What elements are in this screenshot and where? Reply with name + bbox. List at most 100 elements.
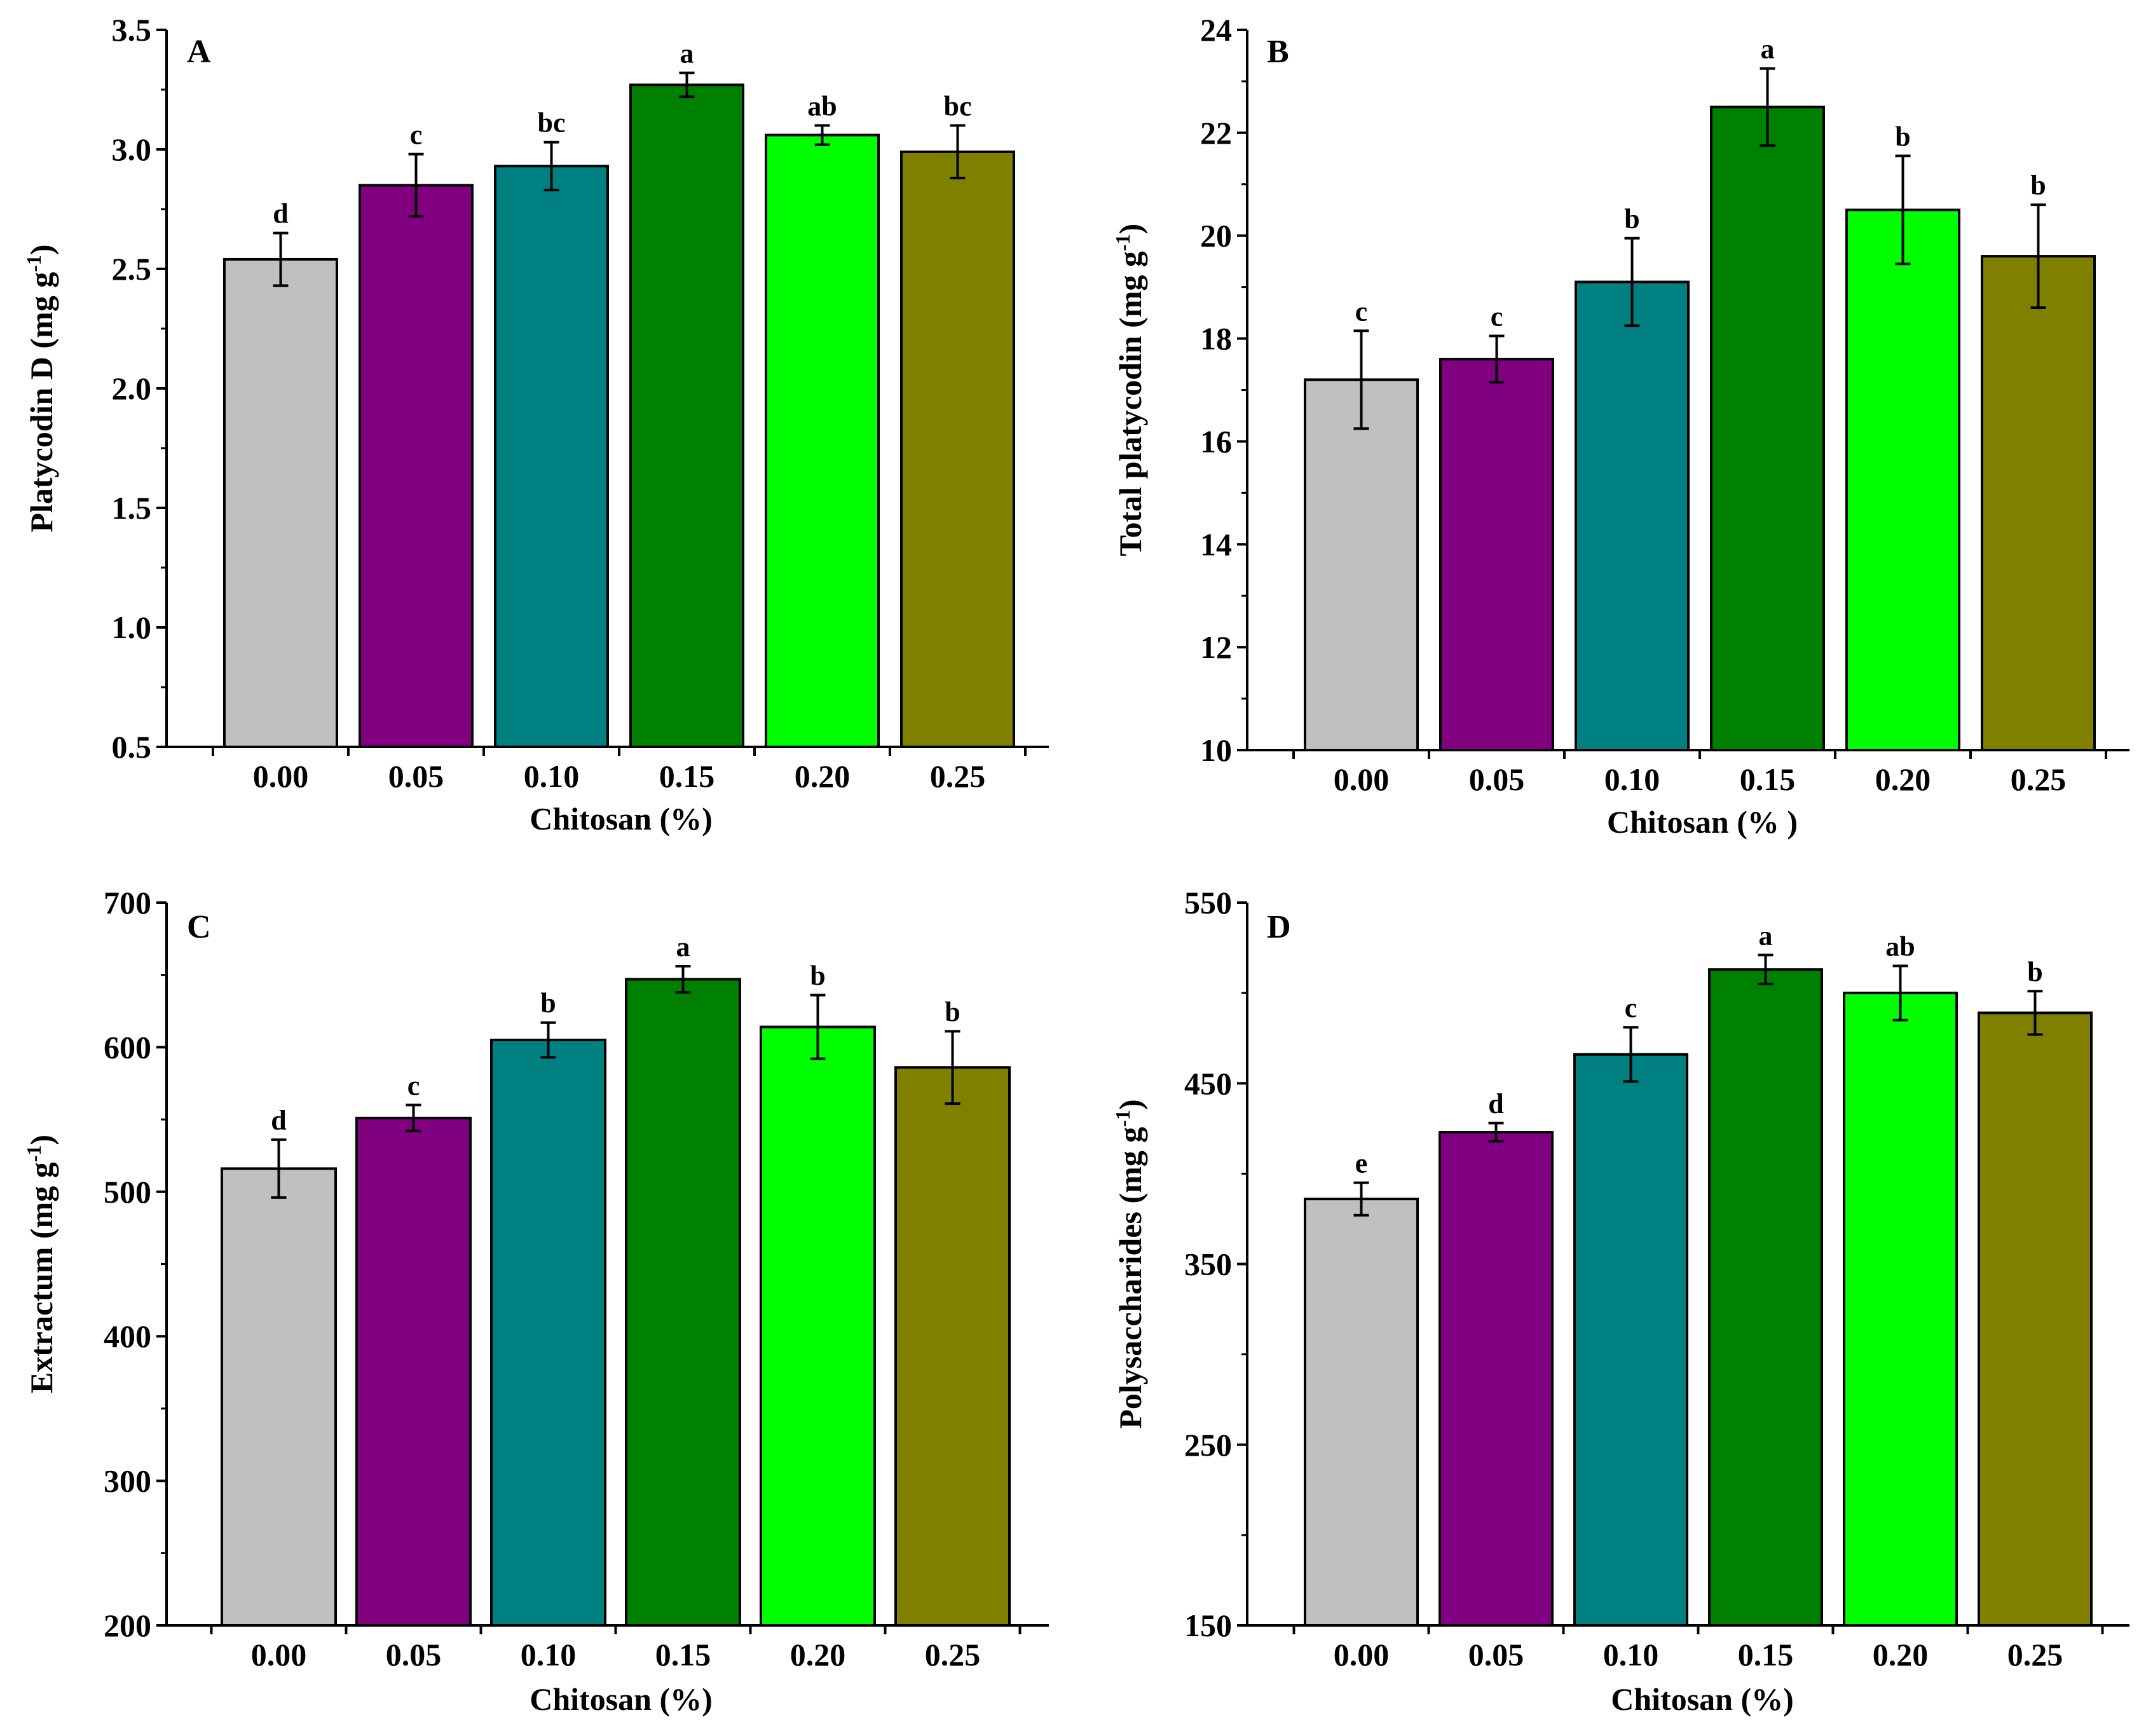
y-tick-label: 600 [104,1029,151,1065]
y-tick-label: 1.0 [112,610,152,645]
x-tick-label: 0.15 [1738,1637,1794,1672]
y-tick-label: 2.0 [112,371,152,406]
x-tick-label: 0.00 [251,1637,307,1672]
x-tick-label: 0.05 [1469,762,1525,797]
x-tick-label: 0.20 [1873,1637,1929,1672]
bar [1304,378,1419,751]
x-tick-label: 0.05 [386,1637,442,1672]
significance-letter: b [2027,956,2042,987]
significance-letter: a [676,931,690,962]
y-tick-label: 500 [104,1174,151,1210]
bar [625,978,741,1627]
significance-letter: b [810,960,825,992]
x-axis-title: Chitosan (%) [530,801,713,837]
y-tick-label: 450 [1184,1065,1232,1101]
bar [900,150,1015,748]
significance-letter: c [1625,992,1637,1023]
y-tick-label: 22 [1200,115,1232,151]
y-tick-label: 2.5 [112,251,152,287]
y-axis-title: Extractum (mg g-1) [22,1135,59,1393]
significance-letter: e [1355,1148,1368,1179]
panel-label: B [1267,34,1289,70]
bar [223,257,338,748]
x-tick-label: 0.20 [1875,762,1931,797]
significance-letter: c [1355,296,1368,327]
x-tick-label: 0.05 [1468,1637,1524,1672]
x-tick-label: 0.25 [2007,1637,2063,1672]
bar [490,1039,606,1627]
significance-letter: b [945,996,960,1027]
x-tick-label: 0.15 [655,1637,711,1672]
bar [1573,1053,1688,1627]
bar [765,133,880,748]
bar [1304,1198,1419,1627]
y-tick-label: 24 [1200,12,1232,48]
y-axis-title: Polysaccharides (mg g-1) [1111,1099,1148,1428]
bar [894,1066,1011,1627]
y-axis-title: Total platycodin (mg g-1) [1111,224,1148,556]
x-tick-label: 0.00 [1334,1637,1390,1672]
significance-letter: c [1491,301,1503,332]
bar [1575,280,1690,751]
panel-label: A [187,34,211,70]
y-tick-label: 16 [1200,423,1232,459]
y-tick-label: 1.5 [112,490,152,526]
chart-panel-c: 200 300 400 500 600 700 d 0.00 c 0.05 b 0.10 a 0.15 b 0… [22,885,1049,1717]
x-tick-label: 0.05 [388,758,444,794]
significance-letter: bc [944,90,972,121]
y-tick-label: 150 [1184,1608,1232,1643]
x-tick-label: 0.20 [790,1637,846,1672]
panel-label: D [1267,909,1291,945]
significance-letter: c [410,120,423,151]
y-axis-title: Platycodin D (mg g-1) [22,244,59,532]
y-tick-label: 14 [1200,526,1232,562]
y-tick-label: 10 [1200,732,1232,768]
significance-letter: b [1895,121,1910,152]
x-axis-title: Chitosan (%) [530,1681,713,1717]
significance-letter: b [1624,203,1639,235]
y-tick-label: 300 [104,1463,151,1499]
x-tick-label: 0.10 [521,1637,577,1672]
bar [1843,992,1958,1627]
significance-letter: a [1761,34,1775,65]
bar [1845,208,1960,751]
x-tick-label: 0.25 [925,1637,981,1672]
bar [355,1116,472,1627]
bar [1710,106,1825,751]
significance-letter: ab [1885,931,1915,962]
y-tick-label: 3.0 [112,132,152,167]
x-tick-label: 0.10 [1603,1637,1659,1672]
y-tick-label: 20 [1200,218,1232,254]
x-axis-title: Chitosan (%) [1611,1681,1794,1717]
y-tick-label: 18 [1200,321,1232,357]
bar [1978,1011,2093,1627]
chart-panel-d: 150 250 350 450 550 e 0.00 d 0.05 c 0.10 a 0.15 ab 0.2… [1111,885,2129,1717]
y-tick-label: 250 [1184,1427,1232,1463]
significance-letter: a [1759,920,1773,951]
y-tick-label: 12 [1200,629,1232,665]
panel-label: C [187,909,211,945]
bar [221,1167,337,1627]
x-tick-label: 0.00 [253,758,309,794]
x-tick-label: 0.00 [1334,762,1390,797]
bar [1439,1130,1554,1627]
bar [1439,357,1554,751]
x-axis-title: Chitosan (% ) [1607,804,1798,840]
x-tick-label: 0.20 [795,758,851,794]
y-tick-label: 0.5 [112,729,152,765]
significance-letter: d [271,1105,286,1136]
bar [494,165,609,748]
x-tick-label: 0.25 [2011,762,2067,797]
significance-letter: a [680,38,694,69]
bar [629,83,744,749]
x-tick-label: 0.10 [524,758,580,794]
y-tick-label: 350 [1184,1247,1232,1282]
significance-letter: bc [538,107,566,139]
significance-letter: ab [807,90,837,121]
significance-letter: c [407,1070,420,1101]
significance-letter: b [2030,170,2046,201]
y-tick-label: 550 [1184,885,1232,920]
bar [1981,255,2096,752]
chart-panel-a: 0.5 1.0 1.5 2.0 2.5 3.0 3.5 d 0.00 c 0.05 bc 0.10 a 0.… [22,12,1049,837]
y-tick-label: 200 [104,1608,151,1643]
